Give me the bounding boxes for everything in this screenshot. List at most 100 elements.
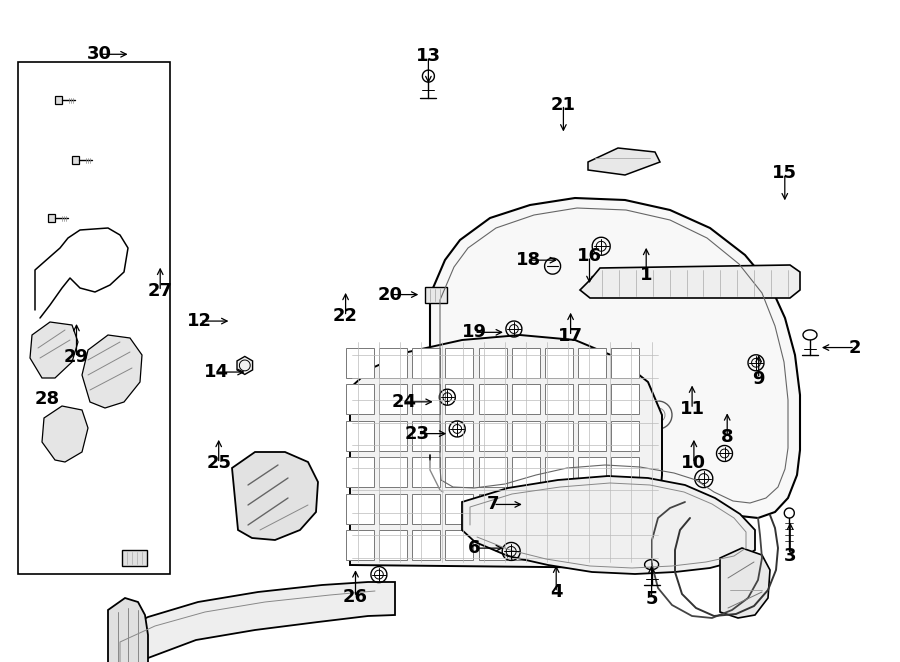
Text: 25: 25 [206,454,231,473]
Text: 19: 19 [462,323,487,342]
Bar [379,457,407,487]
Text: 11: 11 [680,400,705,418]
Text: 7: 7 [487,495,500,514]
Text: 4: 4 [550,583,562,602]
Bar [479,530,507,560]
Bar [578,348,606,378]
Text: 10: 10 [681,454,706,473]
Bar [611,494,639,524]
Text: 13: 13 [416,47,441,66]
Bar [578,421,606,451]
Bar [379,385,407,414]
Text: 6: 6 [468,539,481,557]
Text: 5: 5 [645,590,658,608]
Bar [379,348,407,378]
Text: 8: 8 [721,428,734,446]
Polygon shape [232,452,318,540]
Text: 15: 15 [772,164,797,183]
Bar [578,385,606,414]
Polygon shape [55,96,62,104]
Text: 29: 29 [64,348,89,367]
Bar [346,530,374,560]
Bar [412,530,440,560]
Bar [446,385,473,414]
Bar [511,385,540,414]
Bar [511,348,540,378]
Bar [412,385,440,414]
Polygon shape [108,598,148,662]
Polygon shape [462,476,755,574]
Bar [611,348,639,378]
Text: 23: 23 [405,424,430,443]
Text: 9: 9 [752,369,765,388]
Bar [479,348,507,378]
Text: 28: 28 [34,389,59,408]
Bar [346,348,374,378]
Bar [511,457,540,487]
Polygon shape [122,550,147,566]
Bar [412,421,440,451]
Text: 18: 18 [516,251,541,269]
Polygon shape [350,335,662,568]
Bar [446,421,473,451]
Polygon shape [48,214,55,222]
Bar [346,421,374,451]
Polygon shape [42,406,88,462]
Bar [412,348,440,378]
Bar [379,421,407,451]
Polygon shape [588,148,660,175]
Bar [479,457,507,487]
Bar [511,494,540,524]
Bar [346,494,374,524]
Bar [611,457,639,487]
Polygon shape [30,322,78,378]
Bar [446,348,473,378]
Bar [446,457,473,487]
Text: 24: 24 [392,393,417,411]
Text: 14: 14 [203,363,229,381]
Polygon shape [82,335,142,408]
Text: 12: 12 [187,312,212,330]
Text: 30: 30 [86,45,112,64]
Text: 2: 2 [849,338,861,357]
Text: 16: 16 [577,247,602,265]
Bar [544,348,572,378]
Bar [578,457,606,487]
Bar [611,385,639,414]
Polygon shape [425,287,446,303]
Polygon shape [720,548,770,618]
Bar [379,530,407,560]
Polygon shape [18,62,170,574]
Bar [544,530,572,560]
Bar [511,530,540,560]
Polygon shape [580,265,800,298]
Bar [412,494,440,524]
Text: 21: 21 [551,95,576,114]
Bar [578,530,606,560]
Text: 20: 20 [377,285,402,304]
Bar [544,385,572,414]
Bar [544,457,572,487]
Polygon shape [112,582,395,662]
Polygon shape [430,198,800,518]
Bar [479,385,507,414]
Text: 1: 1 [640,265,652,284]
Bar [611,421,639,451]
Polygon shape [72,156,79,164]
Bar [379,494,407,524]
Text: 17: 17 [558,327,583,346]
Bar [511,421,540,451]
Text: 3: 3 [784,547,796,565]
Bar [346,385,374,414]
Text: 22: 22 [333,307,358,326]
Bar [446,494,473,524]
Bar [346,457,374,487]
Polygon shape [237,356,253,375]
Bar [611,530,639,560]
Text: 27: 27 [148,282,173,301]
Bar [544,421,572,451]
Bar [446,530,473,560]
Bar [479,421,507,451]
Bar [479,494,507,524]
Text: 26: 26 [343,588,368,606]
